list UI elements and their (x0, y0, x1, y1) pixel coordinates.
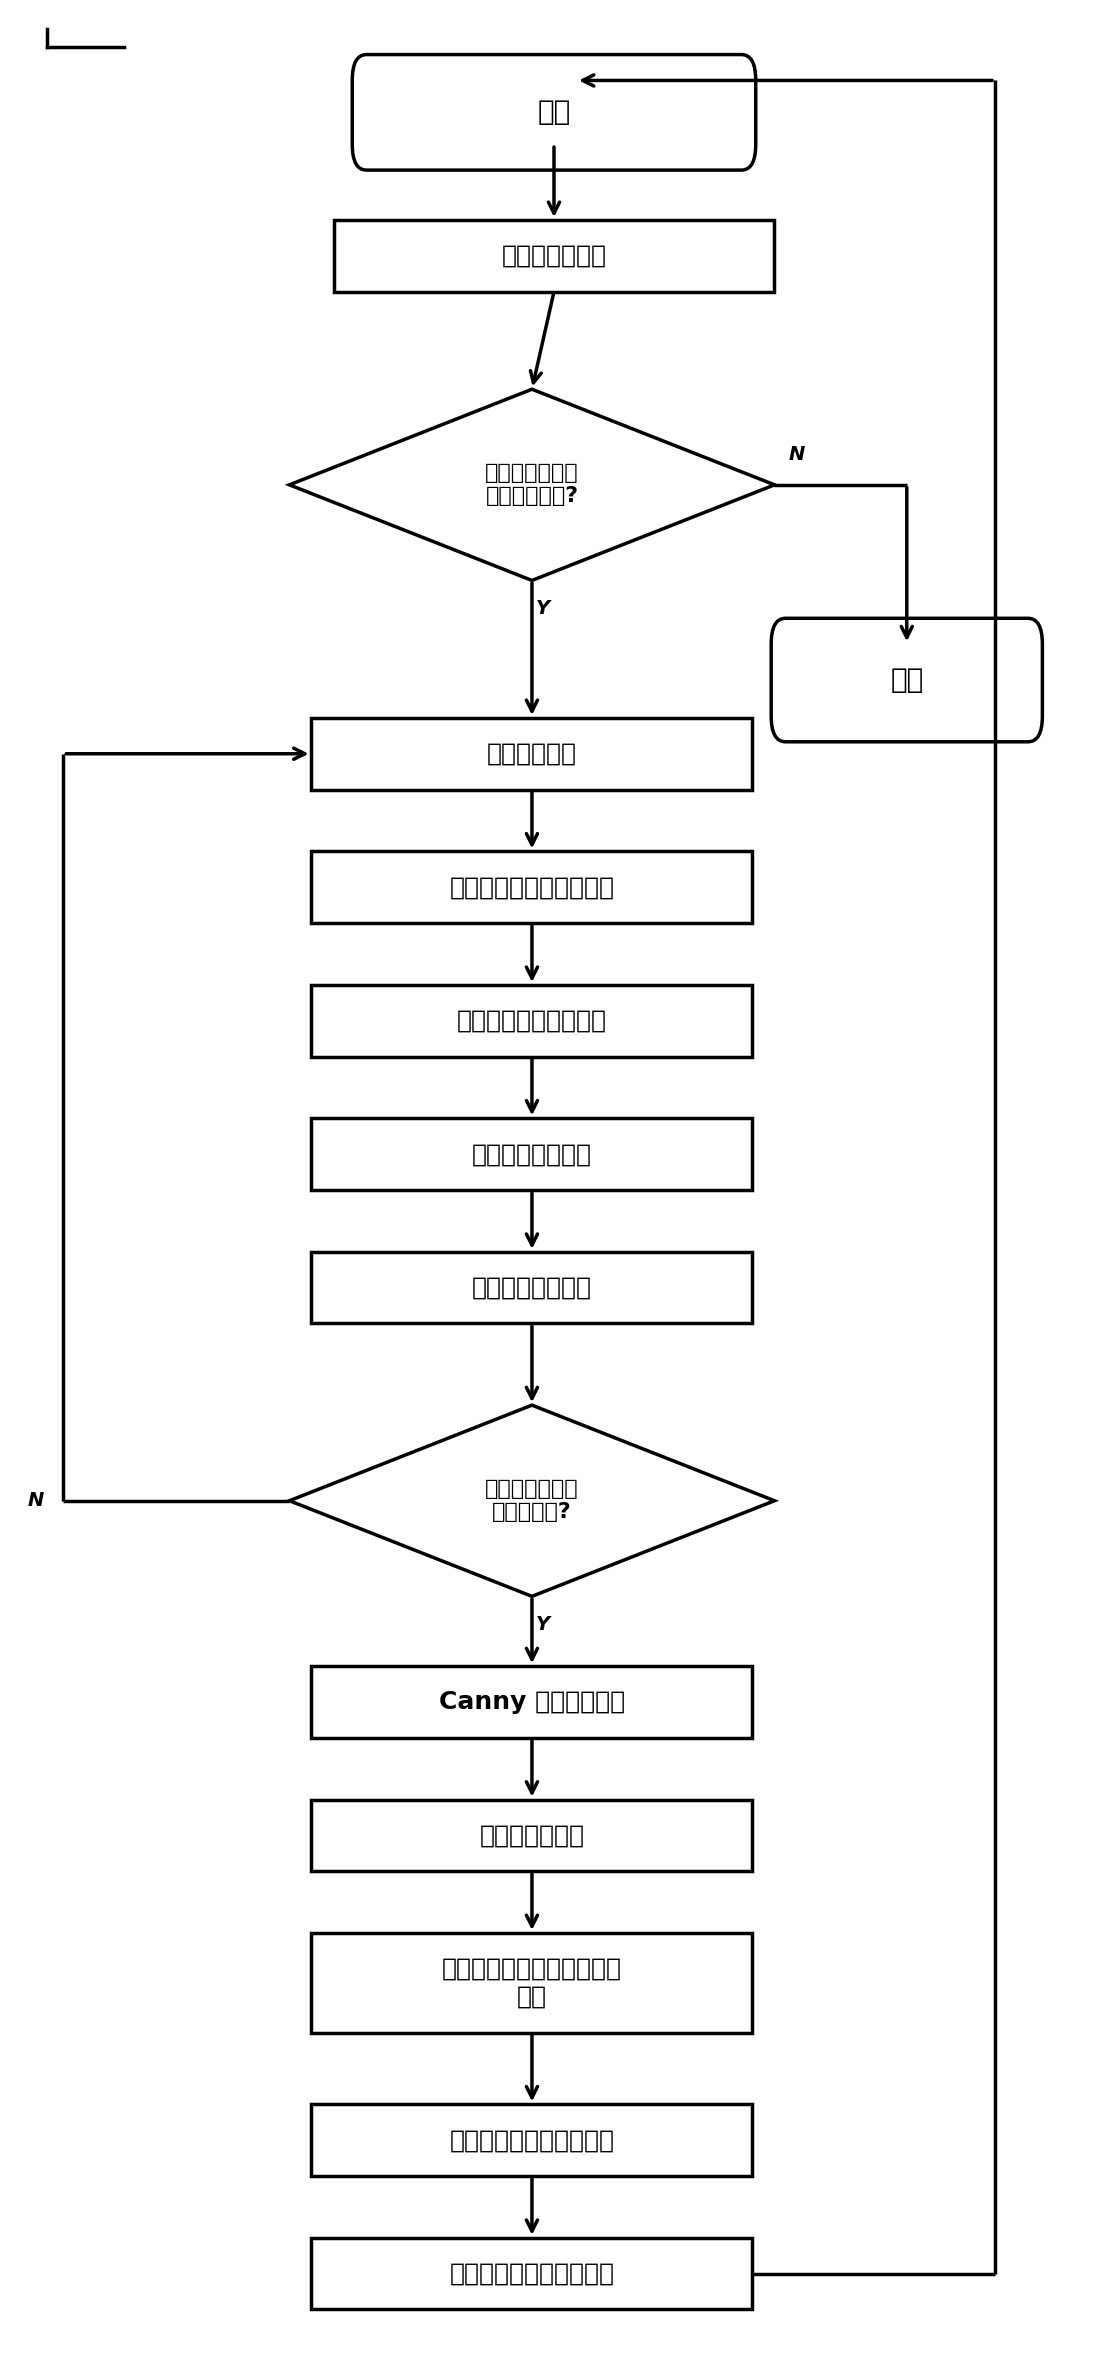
Text: 开始: 开始 (537, 97, 571, 126)
Bar (311, 1799, 752, 1872)
Bar (311, 1934, 752, 2031)
Polygon shape (289, 1404, 774, 1597)
Text: 采集秧苗图像: 采集秧苗图像 (486, 741, 577, 765)
Text: 计算得到株距、穴秧苗数: 计算得到株距、穴秧苗数 (450, 2129, 615, 2153)
Text: 插秧机是否处于
插秧工作状态?: 插秧机是否处于 插秧工作状态? (485, 463, 578, 506)
Bar (311, 718, 752, 789)
Bar (311, 2238, 752, 2309)
FancyBboxPatch shape (771, 618, 1043, 741)
Bar (311, 2105, 752, 2176)
Text: Y: Y (536, 599, 550, 618)
Polygon shape (289, 390, 774, 580)
Text: 秧苗图像形态学开运算: 秧苗图像形态学开运算 (456, 1010, 607, 1034)
Text: 语音提示株距、穴秧苗数: 语音提示株距、穴秧苗数 (450, 2262, 615, 2286)
Text: Canny 检测秧苗轮廓: Canny 检测秧苗轮廓 (439, 1689, 625, 1713)
Bar (311, 851, 752, 922)
FancyBboxPatch shape (352, 55, 756, 171)
Bar (311, 1666, 752, 1737)
Text: 结束: 结束 (890, 665, 923, 694)
Text: N: N (28, 1492, 44, 1511)
Bar (311, 1119, 752, 1190)
Text: Y: Y (536, 1616, 550, 1635)
Bar (311, 984, 752, 1057)
Bar (334, 221, 774, 292)
Text: 采集图像是否满
足检测要求?: 采集图像是否满 足检测要求? (485, 1480, 578, 1523)
Bar (311, 1252, 752, 1323)
Text: 秧苗图像面积滤波: 秧苗图像面积滤波 (472, 1276, 592, 1300)
Text: 测量播秧机速度: 测量播秧机速度 (502, 245, 606, 268)
Text: N: N (789, 444, 804, 463)
Text: 秧苗图像灰度化、二值化: 秧苗图像灰度化、二值化 (450, 874, 615, 898)
Text: 秧苗图像空洞填充: 秧苗图像空洞填充 (472, 1143, 592, 1167)
Text: 计算轮廓点凸度: 计算轮廓点凸度 (480, 1822, 584, 1849)
Text: 计算轮廓凸点相邻像素欧式
距离: 计算轮廓凸点相邻像素欧式 距离 (442, 1958, 622, 2008)
